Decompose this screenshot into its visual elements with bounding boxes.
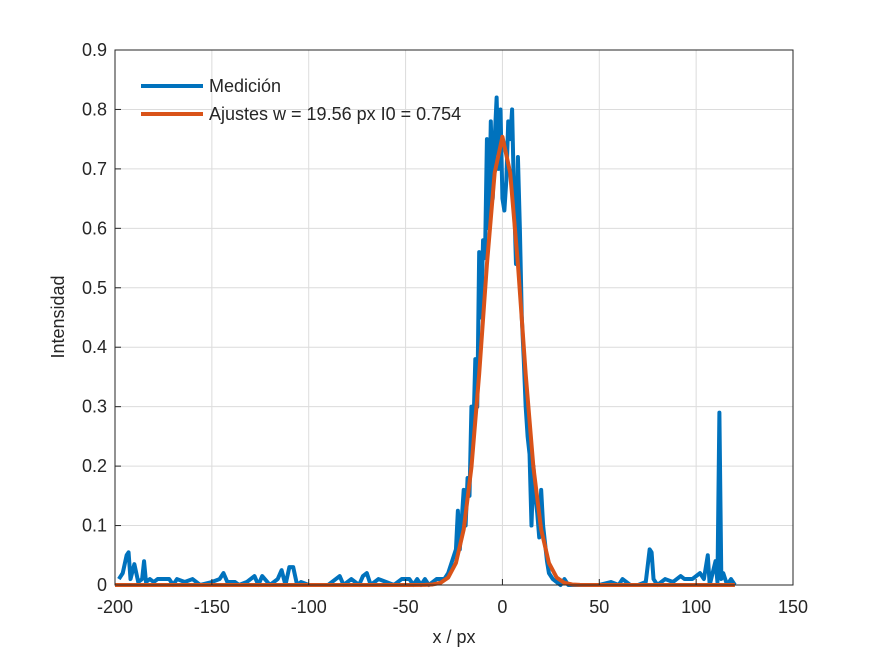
y-tick-label: 0.5 <box>82 278 107 298</box>
x-tick-label: 50 <box>589 597 609 617</box>
legend-label: Ajustes w = 19.56 px I0 = 0.754 <box>209 104 461 124</box>
y-tick-label: 0.7 <box>82 159 107 179</box>
y-tick-label: 0.8 <box>82 99 107 119</box>
y-tick-label: 0.3 <box>82 397 107 417</box>
x-tick-label: -150 <box>194 597 230 617</box>
series-line <box>115 134 735 587</box>
y-tick-label: 0.2 <box>82 456 107 476</box>
y-tick-label: 0.1 <box>82 516 107 536</box>
x-tick-label: -100 <box>291 597 327 617</box>
y-tick-label: 0.6 <box>82 218 107 238</box>
y-tick-label: 0.9 <box>82 40 107 60</box>
series-line <box>117 95 737 587</box>
legend-label: Medición <box>209 76 281 96</box>
x-tick-label: 100 <box>681 597 711 617</box>
x-tick-label: -50 <box>393 597 419 617</box>
x-tick-label: 150 <box>778 597 808 617</box>
y-tick-label: 0 <box>97 575 107 595</box>
x-tick-label: -200 <box>97 597 133 617</box>
y-tick-label: 0.4 <box>82 337 107 357</box>
axes-box <box>114 49 794 586</box>
y-axis-label: Intensidad <box>48 275 68 358</box>
x-tick-label: 0 <box>497 597 507 617</box>
x-axis-label: x / px <box>432 627 475 647</box>
